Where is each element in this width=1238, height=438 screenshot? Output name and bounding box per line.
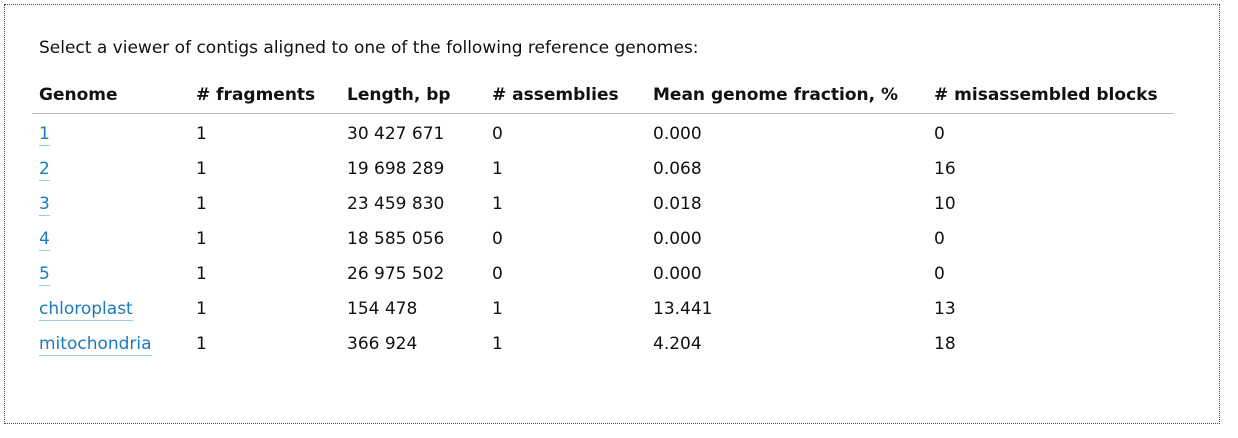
genome-fraction-cell: 4.204	[653, 333, 702, 354]
table-row: 2 1 19 698 289 1 0.068 16	[32, 151, 1174, 186]
length-cell: 19 698 289	[347, 158, 445, 179]
reference-genomes-panel: Select a viewer of contigs aligned to on…	[4, 4, 1220, 424]
assemblies-cell: 1	[492, 158, 503, 179]
genome-cell: 3	[32, 186, 189, 221]
fragments-cell: 1	[196, 298, 207, 319]
misassembled-blocks-cell: 16	[934, 158, 956, 179]
misassembled-blocks-cell: 13	[934, 298, 956, 319]
column-header-mean-genome-fraction: Mean genome fraction, %	[646, 82, 927, 114]
assemblies-cell: 0	[492, 228, 503, 249]
genome-cell: 2	[32, 151, 189, 186]
genome-cell: 1	[32, 114, 189, 152]
length-cell: 30 427 671	[347, 123, 445, 144]
table-header-row: Genome # fragments Length, bp # assembli…	[32, 82, 1174, 114]
fragments-cell: 1	[196, 228, 207, 249]
genome-fraction-cell: 0.000	[653, 228, 702, 249]
assemblies-cell: 1	[492, 333, 503, 354]
genome-fraction-cell: 0.000	[653, 263, 702, 284]
assemblies-cell: 0	[492, 263, 503, 284]
intro-text: Select a viewer of contigs aligned to on…	[39, 38, 699, 58]
table-row: mitochondria 1 366 924 1 4.204 18	[32, 326, 1174, 361]
assemblies-cell: 0	[492, 123, 503, 144]
genome-link[interactable]: 2	[39, 158, 50, 181]
column-header-assemblies: # assemblies	[485, 82, 646, 114]
genome-link[interactable]: mitochondria	[39, 333, 152, 356]
length-cell: 23 459 830	[347, 193, 445, 214]
column-header-genome: Genome	[32, 82, 189, 114]
table-row: chloroplast 1 154 478 1 13.441 13	[32, 291, 1174, 326]
table-row: 5 1 26 975 502 0 0.000 0	[32, 256, 1174, 291]
length-cell: 26 975 502	[347, 263, 445, 284]
genome-link[interactable]: 5	[39, 263, 50, 286]
column-header-length: Length, bp	[340, 82, 485, 114]
reference-genomes-table: Genome # fragments Length, bp # assembli…	[32, 82, 1174, 361]
misassembled-blocks-cell: 0	[934, 228, 945, 249]
misassembled-blocks-cell: 0	[934, 263, 945, 284]
genome-cell: 4	[32, 221, 189, 256]
genome-link[interactable]: chloroplast	[39, 298, 133, 321]
misassembled-blocks-cell: 0	[934, 123, 945, 144]
column-header-fragments: # fragments	[189, 82, 340, 114]
genome-fraction-cell: 0.000	[653, 123, 702, 144]
length-cell: 154 478	[347, 298, 418, 319]
genome-cell: mitochondria	[32, 326, 189, 361]
genome-link[interactable]: 3	[39, 193, 50, 216]
genome-fraction-cell: 0.068	[653, 158, 702, 179]
assemblies-cell: 1	[492, 298, 503, 319]
misassembled-blocks-cell: 18	[934, 333, 956, 354]
table-row: 1 1 30 427 671 0 0.000 0	[32, 114, 1174, 152]
genome-fraction-cell: 0.018	[653, 193, 702, 214]
fragments-cell: 1	[196, 158, 207, 179]
length-cell: 366 924	[347, 333, 418, 354]
table-row: 4 1 18 585 056 0 0.000 0	[32, 221, 1174, 256]
genome-link[interactable]: 4	[39, 228, 50, 251]
fragments-cell: 1	[196, 193, 207, 214]
genome-link[interactable]: 1	[39, 123, 50, 146]
genome-cell: chloroplast	[32, 291, 189, 326]
length-cell: 18 585 056	[347, 228, 445, 249]
column-header-misassembled-blocks: # misassembled blocks	[927, 82, 1174, 114]
misassembled-blocks-cell: 10	[934, 193, 956, 214]
genome-fraction-cell: 13.441	[653, 298, 713, 319]
fragments-cell: 1	[196, 123, 207, 144]
table-row: 3 1 23 459 830 1 0.018 10	[32, 186, 1174, 221]
genome-cell: 5	[32, 256, 189, 291]
fragments-cell: 1	[196, 333, 207, 354]
fragments-cell: 1	[196, 263, 207, 284]
assemblies-cell: 1	[492, 193, 503, 214]
